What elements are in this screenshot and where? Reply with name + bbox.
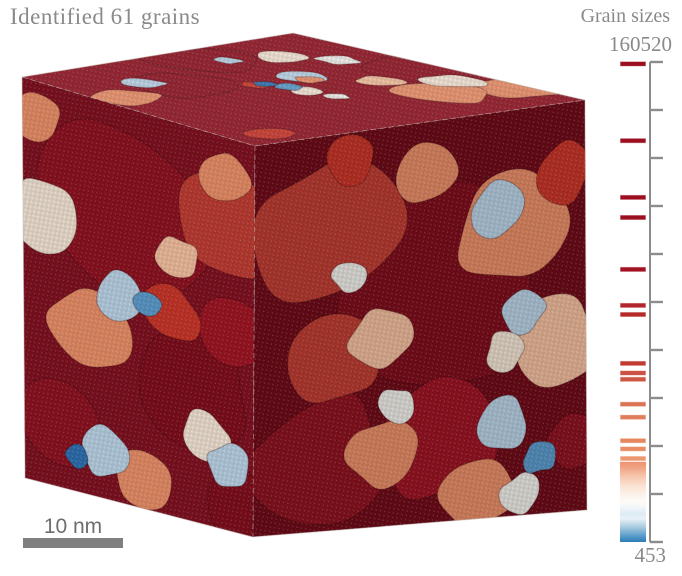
- grain-count-caption: Identified 61 grains: [10, 4, 201, 29]
- legend-colorbar: [619, 60, 663, 544]
- scale-bar-line: [23, 538, 123, 548]
- legend-min-label: 453: [634, 543, 667, 567]
- legend-title: Grain sizes: [580, 5, 670, 27]
- scale-bar-label: 10 nm: [43, 515, 103, 538]
- legend-max-label: 160520: [609, 32, 672, 56]
